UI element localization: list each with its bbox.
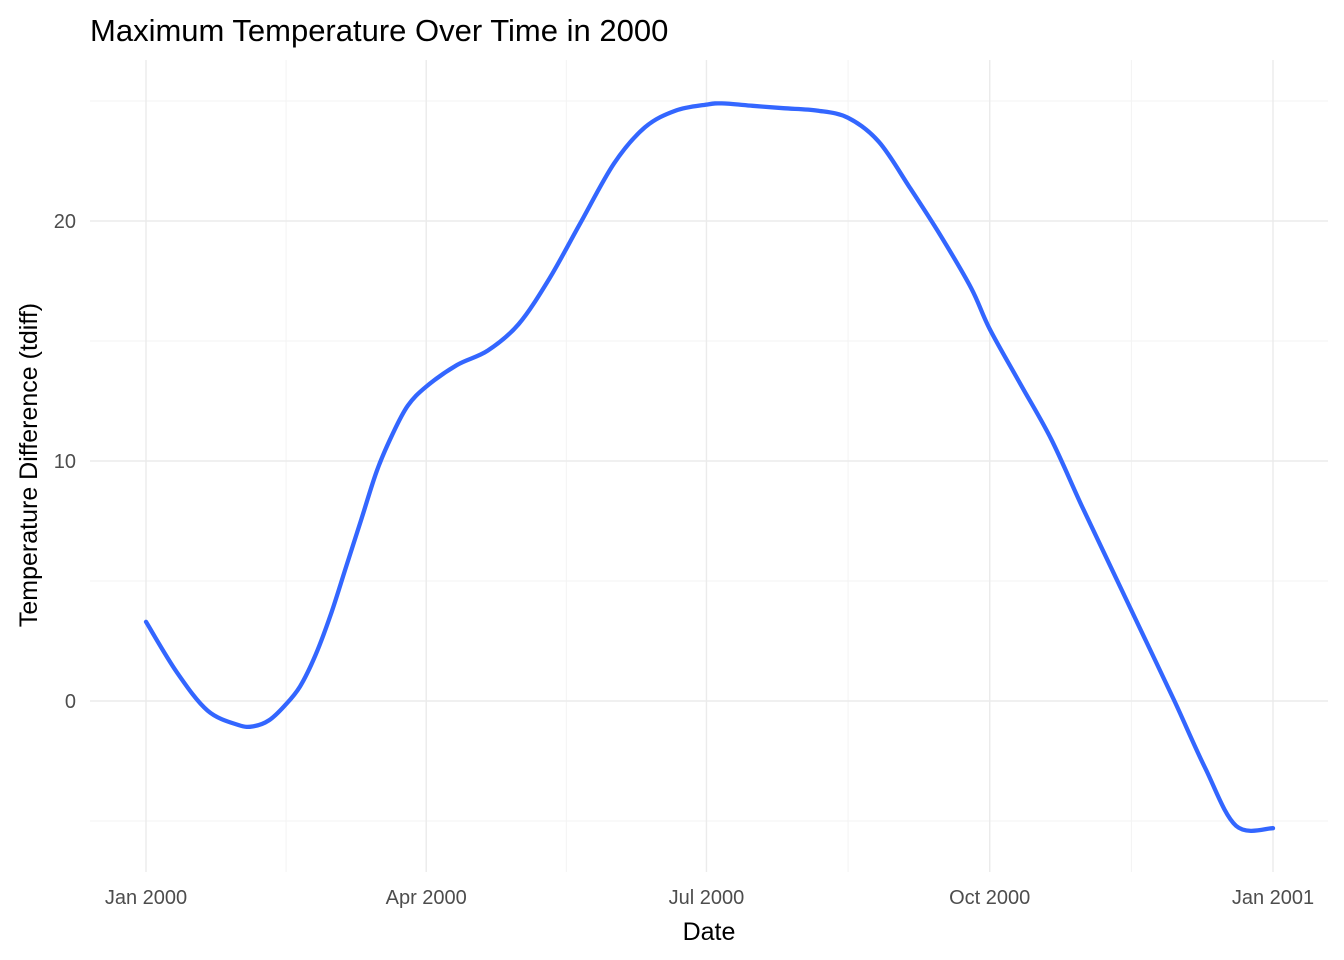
minor-gridlines-y — [90, 100, 1328, 822]
series-line — [143, 101, 1276, 833]
series-layer — [143, 101, 1276, 833]
major-gridlines-y — [90, 220, 1328, 702]
x-tick-label: Apr 2000 — [386, 887, 467, 909]
x-tick-label: Jul 2000 — [669, 887, 745, 909]
y-tick-labels: 0 10 20 — [54, 211, 76, 713]
y-axis-label: Temperature Difference (tdiff) — [15, 303, 43, 627]
major-gridlines-x — [145, 60, 1274, 872]
x-tick-label: Jan 2001 — [1232, 887, 1314, 909]
y-tick-label: 20 — [54, 211, 76, 233]
x-tick-label: Jan 2000 — [105, 887, 187, 909]
y-tick-label: 10 — [54, 451, 76, 473]
chart-title: Maximum Temperature Over Time in 2000 — [90, 13, 668, 48]
minor-gridlines-x — [285, 60, 1132, 872]
x-tick-labels: Jan 2000 Apr 2000 Jul 2000 Oct 2000 Jan 2001 — [105, 887, 1314, 909]
x-tick-label: Oct 2000 — [949, 887, 1030, 909]
y-tick-label: 0 — [65, 691, 76, 713]
x-axis-label: Date — [683, 918, 736, 946]
